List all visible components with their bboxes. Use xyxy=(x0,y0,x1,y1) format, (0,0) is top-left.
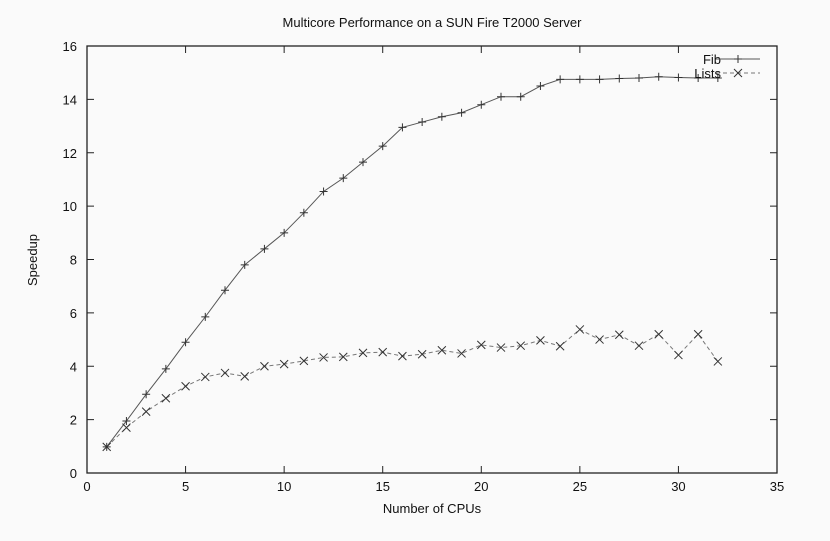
data-point xyxy=(200,372,210,382)
data-point xyxy=(319,187,328,196)
data-point xyxy=(614,330,624,340)
data-point xyxy=(417,349,427,359)
data-point xyxy=(240,372,250,381)
y-tick-label: 10 xyxy=(63,199,77,214)
data-point xyxy=(595,75,604,84)
x-tick-label: 35 xyxy=(770,479,784,494)
legend-label: Fib xyxy=(703,52,721,67)
data-point xyxy=(536,82,545,91)
data-point xyxy=(615,74,624,83)
y-tick-label: 14 xyxy=(63,92,77,107)
data-point xyxy=(220,368,230,378)
data-point xyxy=(142,390,151,399)
data-point xyxy=(477,100,486,109)
data-point xyxy=(102,442,112,452)
series-line xyxy=(106,76,718,448)
data-point xyxy=(181,381,190,391)
x-tick-label: 5 xyxy=(182,479,189,494)
data-point xyxy=(260,244,269,253)
y-tick-label: 4 xyxy=(70,359,77,374)
data-point xyxy=(674,73,683,82)
x-tick-label: 10 xyxy=(277,479,291,494)
data-point xyxy=(398,123,407,132)
data-point xyxy=(378,347,388,357)
data-point xyxy=(457,349,466,358)
chart-title: Multicore Performance on a SUN Fire T200… xyxy=(283,15,583,30)
data-point xyxy=(418,118,427,127)
data-point xyxy=(358,348,368,358)
data-point xyxy=(674,350,683,360)
y-tick-label: 6 xyxy=(70,306,77,321)
data-point xyxy=(338,352,348,362)
data-point xyxy=(694,74,703,83)
data-point xyxy=(398,351,407,361)
legend-marker xyxy=(734,55,742,63)
data-point xyxy=(654,72,663,81)
data-point xyxy=(122,423,131,432)
data-point xyxy=(339,174,348,183)
data-point xyxy=(201,312,210,321)
y-tick-label: 0 xyxy=(70,466,77,481)
data-point xyxy=(299,208,308,217)
data-point xyxy=(437,112,446,121)
data-point xyxy=(713,357,723,366)
data-point xyxy=(457,108,466,117)
series-line xyxy=(106,328,719,448)
legend-marker xyxy=(733,68,743,78)
y-tick-label: 2 xyxy=(70,413,77,428)
y-tick-label: 8 xyxy=(70,253,77,268)
data-point xyxy=(476,340,486,350)
data-point xyxy=(240,260,249,269)
series-lists xyxy=(102,325,723,452)
data-point xyxy=(713,74,722,83)
data-point xyxy=(555,341,565,351)
data-point xyxy=(299,356,309,366)
data-point xyxy=(437,345,447,355)
y-tick-label: 16 xyxy=(63,39,77,54)
data-point xyxy=(575,75,584,84)
data-point xyxy=(516,341,526,351)
data-point xyxy=(319,353,328,362)
data-point xyxy=(693,329,703,339)
x-tick-label: 15 xyxy=(375,479,389,494)
data-point xyxy=(122,416,131,425)
x-tick-label: 30 xyxy=(671,479,685,494)
y-axis-label: Speedup xyxy=(25,234,40,286)
data-point xyxy=(221,286,229,295)
x-tick-label: 20 xyxy=(474,479,488,494)
data-point xyxy=(141,407,151,416)
data-point xyxy=(497,92,505,101)
data-point xyxy=(654,329,664,339)
data-point xyxy=(556,75,565,84)
data-point xyxy=(516,92,525,101)
data-point xyxy=(161,393,171,403)
data-point xyxy=(496,343,506,352)
y-tick-label: 12 xyxy=(63,146,77,161)
x-tick-label: 25 xyxy=(573,479,587,494)
data-point xyxy=(181,338,190,347)
x-tick-label: 0 xyxy=(83,479,90,494)
data-point xyxy=(359,158,367,167)
data-point xyxy=(635,74,643,83)
x-axis-label: Number of CPUs xyxy=(383,501,482,516)
data-point xyxy=(536,336,545,345)
plot-frame xyxy=(86,45,778,474)
data-point xyxy=(260,361,269,371)
data-point xyxy=(595,335,604,344)
data-point xyxy=(161,364,170,373)
legend-label: Lists xyxy=(694,66,721,81)
data-point xyxy=(575,325,585,334)
data-point xyxy=(378,142,387,151)
data-point xyxy=(634,341,644,351)
data-point xyxy=(280,228,289,237)
series-fib xyxy=(102,72,722,451)
data-point xyxy=(279,359,289,369)
